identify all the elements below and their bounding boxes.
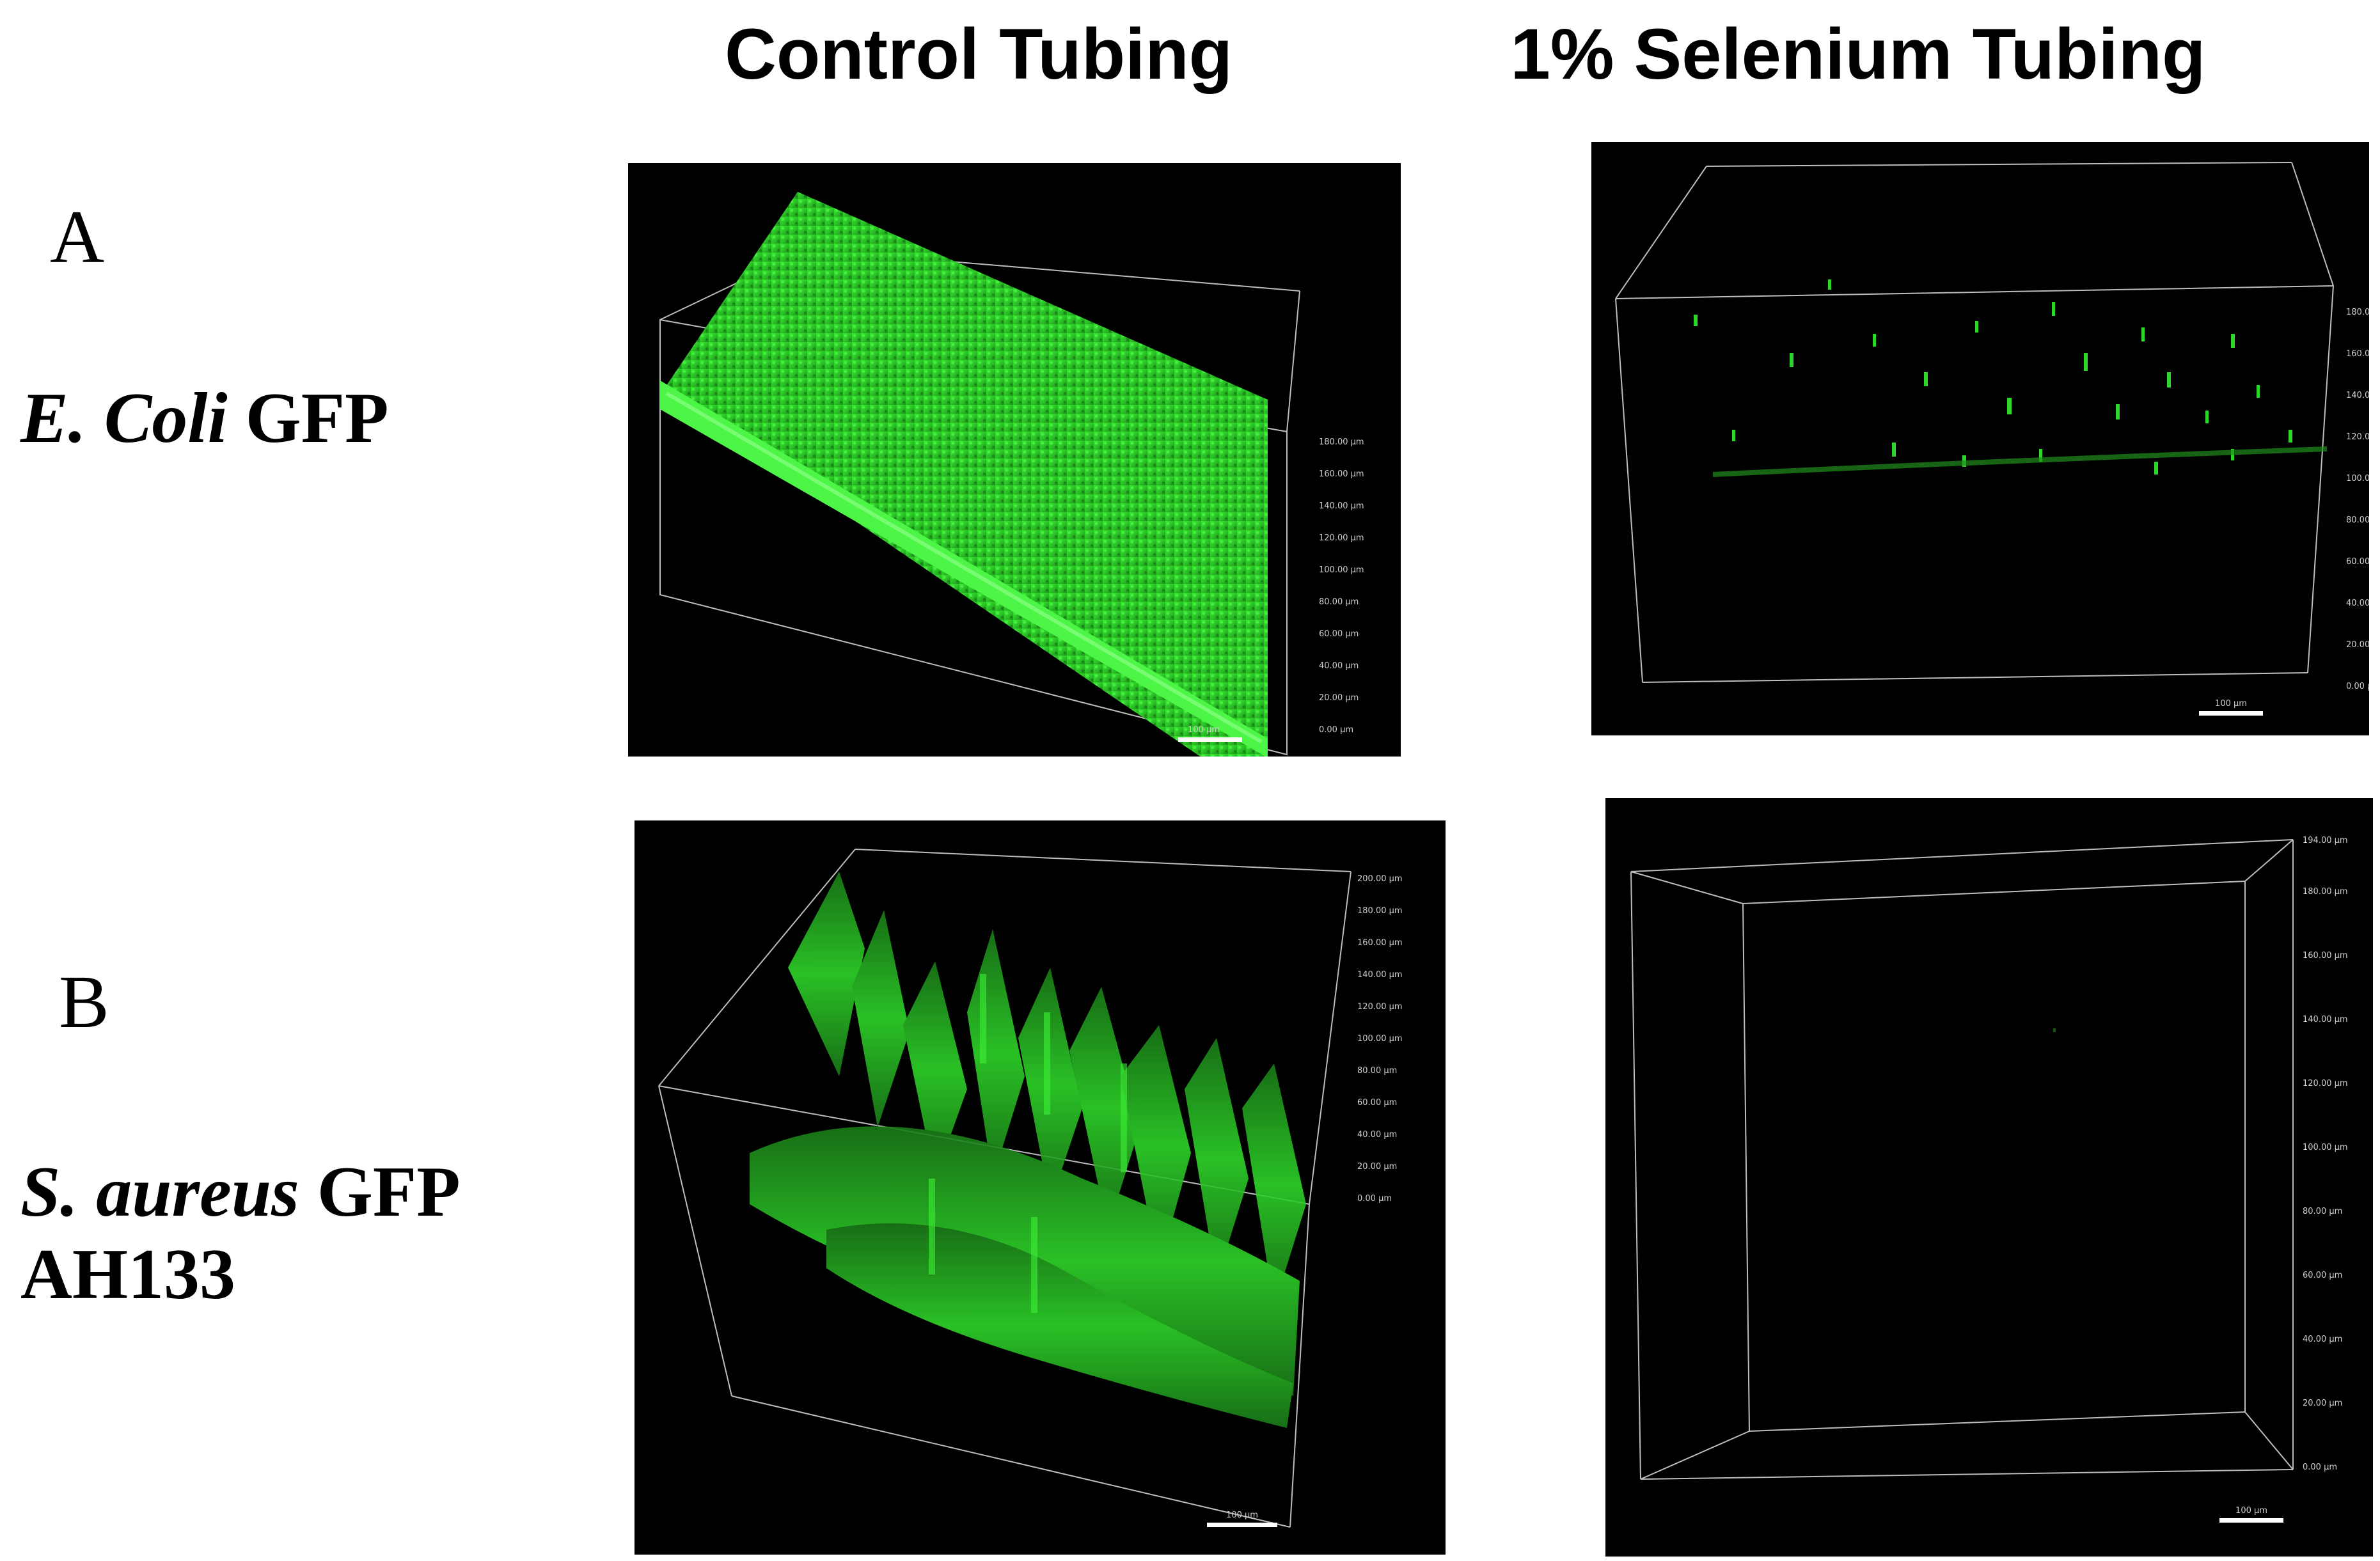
axis-tick: 80.00 µm xyxy=(2303,1207,2342,1216)
axis-tick: 60.00 µm xyxy=(1319,629,1359,639)
micrograph-b-control: 200.00 µm 180.00 µm 160.00 µm 140.00 µm … xyxy=(634,820,1446,1555)
axis-tick: 40.00 µm xyxy=(2346,599,2369,608)
axis-tick: 0.00 µm xyxy=(1357,1194,1392,1204)
axis-tick: 120.00 µm xyxy=(1319,533,1364,543)
micrograph-a-selenium-svg: 180.00 µm 160.00 µm 140.00 µm 120.00 µm … xyxy=(1615,162,2369,716)
axis-tick: 100.00 µm xyxy=(2346,474,2369,483)
axis-tick: 180.00 µm xyxy=(2303,887,2348,897)
axis-tick: 80.00 µm xyxy=(1319,597,1359,607)
scale-bar-label: 100 µm xyxy=(2215,699,2247,709)
axis-tick: 100.00 µm xyxy=(1357,1034,1403,1044)
axis-tick: 20.00 µm xyxy=(2346,640,2369,650)
axis-tick: 160.00 µm xyxy=(2303,951,2348,961)
axis-tick: 120.00 µm xyxy=(1357,1002,1403,1012)
row-b-suffix: GFP xyxy=(317,1152,461,1232)
axis-tick: 120.00 µm xyxy=(2303,1079,2348,1088)
micrograph-b-selenium: 194.00 µm 180.00 µm 160.00 µm 140.00 µm … xyxy=(1605,798,2373,1557)
micrograph-a-control-svg: 180.00 µm 160.00 µm 140.00 µm 120.00 µm … xyxy=(659,192,1364,757)
axis-tick: 20.00 µm xyxy=(1319,693,1359,703)
axis-tick: 160.00 µm xyxy=(2346,349,2369,359)
axis-ticks: 200.00 µm 180.00 µm 160.00 µm 140.00 µm … xyxy=(1357,874,1403,1204)
axis-tick: 20.00 µm xyxy=(1357,1162,1397,1172)
axis-tick: 140.00 µm xyxy=(2346,391,2369,400)
axis-tick: 160.00 µm xyxy=(1319,469,1364,479)
row-letter-b: B xyxy=(59,960,109,1044)
axis-tick: 40.00 µm xyxy=(1319,661,1359,671)
row-a-species: E. Coli xyxy=(20,379,228,458)
axis-tick: 0.00 µm xyxy=(2303,1463,2337,1472)
axis-tick: 0.00 µm xyxy=(1319,725,1353,735)
axis-tick: 80.00 µm xyxy=(2346,515,2369,525)
axis-tick: 60.00 µm xyxy=(2303,1271,2342,1280)
axis-tick: 194.00 µm xyxy=(2303,836,2348,845)
axis-tick: 60.00 µm xyxy=(1357,1098,1397,1108)
axis-tick: 180.00 µm xyxy=(2346,308,2369,317)
row-label-b: S. aureus GFP AH133 xyxy=(20,1151,461,1316)
axis-tick: 180.00 µm xyxy=(1357,906,1403,916)
axis-tick: 140.00 µm xyxy=(1357,970,1403,980)
axis-tick: 180.00 µm xyxy=(1319,437,1364,447)
column-heading-selenium: 1% Selenium Tubing xyxy=(1510,14,2206,94)
row-b-strain: AH133 xyxy=(20,1234,235,1314)
row-label-a: E. Coli GFP xyxy=(20,377,389,460)
axis-ticks: 180.00 µm 160.00 µm 140.00 µm 120.00 µm … xyxy=(1319,437,1364,735)
axis-ticks: 194.00 µm 180.00 µm 160.00 µm 140.00 µm … xyxy=(2303,836,2348,1472)
scale-bar-label: 100 µm xyxy=(1226,1510,1258,1520)
scale-bar-label: 100 µm xyxy=(1188,725,1220,735)
axis-tick: 100.00 µm xyxy=(1319,565,1364,575)
column-heading-control: Control Tubing xyxy=(724,14,1233,94)
axis-tick: 120.00 µm xyxy=(2346,432,2369,442)
scale-bar xyxy=(1178,737,1242,742)
scale-bar-label: 100 µm xyxy=(2235,1506,2267,1516)
micrograph-b-selenium-svg: 194.00 µm 180.00 µm 160.00 µm 140.00 µm … xyxy=(1630,836,2348,1523)
axis-tick: 80.00 µm xyxy=(1357,1066,1397,1076)
scale-bar xyxy=(2219,1518,2283,1523)
axis-ticks: 180.00 µm 160.00 µm 140.00 µm 120.00 µm … xyxy=(2346,308,2369,691)
axis-tick: 140.00 µm xyxy=(1319,501,1364,511)
axis-tick: 60.00 µm xyxy=(2346,557,2369,567)
axis-tick: 40.00 µm xyxy=(1357,1130,1397,1140)
row-a-suffix: GFP xyxy=(245,379,389,458)
axis-tick: 140.00 µm xyxy=(2303,1015,2348,1024)
scale-bar xyxy=(1207,1523,1277,1527)
row-letter-a: A xyxy=(50,195,105,279)
micrograph-a-control: 180.00 µm 160.00 µm 140.00 µm 120.00 µm … xyxy=(628,163,1401,757)
micrograph-a-selenium: 180.00 µm 160.00 µm 140.00 µm 120.00 µm … xyxy=(1591,142,2369,735)
axis-tick: 40.00 µm xyxy=(2303,1335,2342,1344)
scale-bar xyxy=(2199,711,2263,716)
axis-tick: 160.00 µm xyxy=(1357,938,1403,948)
axis-tick: 200.00 µm xyxy=(1357,874,1403,884)
micrograph-b-control-svg: 200.00 µm 180.00 µm 160.00 µm 140.00 µm … xyxy=(658,849,1403,1528)
row-b-species: S. aureus xyxy=(20,1152,299,1232)
axis-tick: 20.00 µm xyxy=(2303,1399,2342,1408)
axis-tick: 0.00 µm xyxy=(2346,682,2369,691)
axis-tick: 100.00 µm xyxy=(2303,1143,2348,1152)
